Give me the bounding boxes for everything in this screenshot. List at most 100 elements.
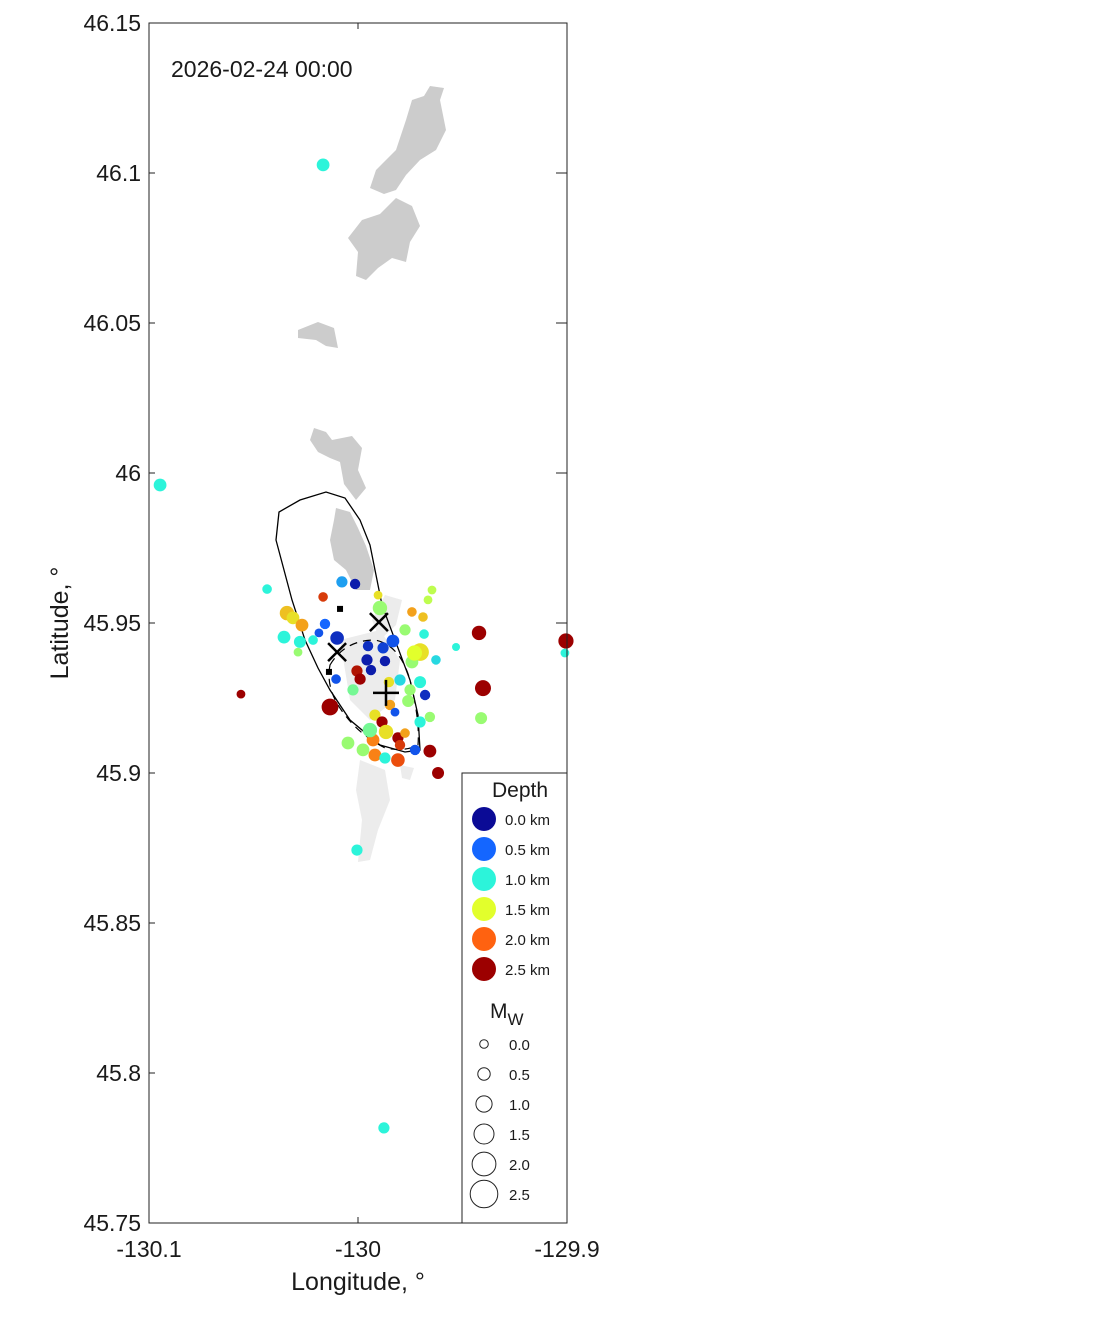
earthquake-point [365,664,377,676]
y-tick-label: 45.75 [83,1210,141,1236]
depth-legend-title: Depth [492,779,548,802]
earthquake-point [356,743,370,757]
timestamp-annotation: 2026-02-24 00:00 [171,56,353,82]
depth-legend-label: 2.5 km [505,962,550,979]
earthquake-point [319,618,331,630]
y-tick-label: 46.15 [83,10,141,36]
earthquake-point [378,1122,390,1134]
y-tick-label: 46 [115,460,141,486]
y-axis-label: Latitude, ° [46,567,74,680]
earthquake-point [262,584,272,594]
earthquake-point [414,676,427,689]
earthquake-point [474,680,491,697]
depth-legend-label: 0.0 km [505,812,550,829]
earthquake-point [409,744,421,756]
mag-legend-label: 2.5 [509,1187,530,1204]
earthquake-point [377,642,389,654]
depth-legend-label: 2.0 km [505,932,550,949]
earthquake-point [330,631,344,645]
earthquake-point [336,576,348,588]
earthquake-point [384,699,396,711]
plus-marker [373,679,400,706]
earthquake-point [427,585,437,595]
x-marker [369,612,389,632]
points-layer [153,158,574,1134]
earthquake-point [386,634,400,648]
mag-legend-swatch [469,1179,499,1209]
earthquake-point [347,684,359,696]
x-tick-label: -130 [335,1236,381,1262]
earthquake-point [308,635,318,645]
markers-layer [325,605,400,706]
y-tick-label: 45.85 [83,910,141,936]
caldera-outline [275,491,421,753]
earthquake-point [373,590,383,600]
earthquake-point [471,625,487,641]
eruption-fissure-outline [328,639,419,751]
earthquake-point [379,752,391,764]
x-axis-label: Longitude, ° [291,1268,425,1296]
earthquake-point [407,607,417,617]
mag-legend-title: MW [490,1000,524,1029]
earthquake-point [419,629,429,639]
earthquake-point [286,611,300,625]
earthquake-point [349,578,361,590]
earthquake-point [277,630,291,644]
earthquake-point [406,645,423,661]
ticks-layer: -130.1 -130 -129.9 45.75 45.8 45.85 45.9 45.95 4… [83,10,599,1262]
x-tick-label: -129.9 [534,1236,599,1262]
earthquake-point [362,640,374,652]
earthquake-point [362,722,378,738]
square-marker [337,605,344,612]
x-marker [327,642,347,662]
earthquake-point [399,624,411,636]
mag-legend: 0.0 0.5 1.0 1.5 2.0 2.5 [469,1037,530,1209]
mag-legend-swatch [473,1123,495,1145]
mag-legend-label: 2.0 [509,1157,530,1174]
earthquake-point [341,736,355,750]
mag-legend-label: 0.5 [509,1067,530,1084]
x-tick-label: -130.1 [116,1236,181,1262]
earthquake-point [354,673,366,685]
mag-legend-label: 1.5 [509,1127,530,1144]
earthquake-point [452,643,461,651]
earthquake-point [236,689,246,699]
earthquake-point [331,674,341,684]
earthquake-point [419,689,431,701]
earthquake-point [361,654,373,666]
earthquake-point [431,655,441,665]
earthquake-point [402,695,415,707]
earthquake-point [560,648,570,658]
earthquake-point [316,158,330,172]
y-tick-label: 45.95 [83,610,141,636]
earthquake-point [318,592,328,602]
depth-legend: 0.0 km 0.5 km 1.0 km 1.5 km 2.0 km 2.5 km [472,807,550,981]
earthquake-point [321,698,339,716]
depth-legend-swatch [472,837,496,861]
earthquake-point [351,844,363,856]
mag-legend-swatch [471,1151,497,1177]
mag-legend-swatch [477,1067,491,1081]
mag-legend-title-main: M [490,1000,508,1023]
earthquake-point [423,595,433,605]
earthquake-point [432,767,445,779]
depth-legend-label: 1.0 km [505,872,550,889]
earthquake-point [295,618,309,632]
depth-legend-swatch [472,957,496,981]
legend: Depth 0.0 km 0.5 km 1.0 km 1.5 km 2.0 km 2.5 … [461,772,568,1224]
square-marker [325,668,332,675]
earthquake-point [400,728,410,738]
depth-legend-label: 0.5 km [505,842,550,859]
earthquake-point [369,709,381,721]
mag-legend-swatch [475,1095,493,1113]
y-tick-label: 45.8 [96,1060,141,1086]
mag-legend-label: 0.0 [509,1037,530,1054]
earthquake-point [293,647,303,657]
earthquake-point [414,716,426,728]
earthquake-point [368,748,382,762]
earthquake-point [424,711,436,723]
lava-flow-features [298,86,446,590]
earthquake-point [475,712,488,725]
earthquake-point [314,628,324,638]
